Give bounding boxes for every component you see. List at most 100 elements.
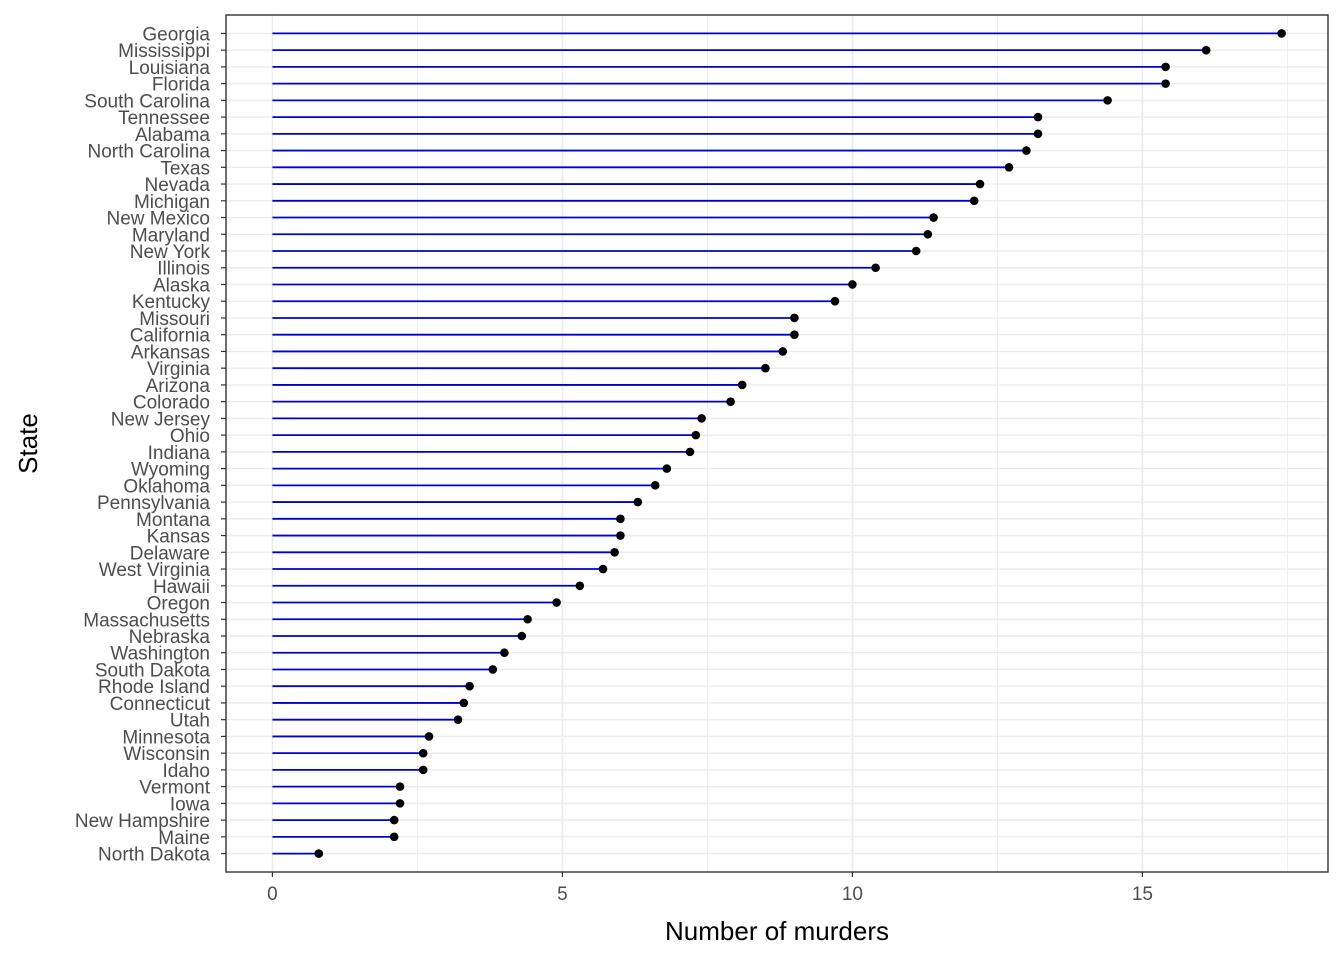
data-point <box>969 196 979 206</box>
y-tick-label: Missouri <box>139 309 210 330</box>
data-point <box>1004 163 1014 172</box>
y-tick-label: Utah <box>170 711 210 732</box>
data-point <box>633 497 643 507</box>
y-tick-label: Tennessee <box>118 108 210 129</box>
y-tick-label: Nevada <box>145 175 211 196</box>
data-point <box>418 748 428 758</box>
y-tick-label: Oregon <box>147 594 210 615</box>
data-point <box>552 598 561 607</box>
data-point <box>1161 79 1170 88</box>
y-tick-label: Minnesota <box>122 727 210 748</box>
grid-lines <box>226 15 1328 872</box>
y-tick-label: Iowa <box>170 794 211 815</box>
panel-border <box>225 14 1329 873</box>
y-tick-label: Idaho <box>162 761 210 782</box>
data-point <box>500 648 509 658</box>
data-point <box>1277 29 1286 38</box>
y-tick-label: Pennsylvania <box>97 493 210 514</box>
y-tick-label: Washington <box>110 644 210 665</box>
y-tick-label: New Mexico <box>107 209 210 230</box>
y-tick-label: Georgia <box>142 24 210 45</box>
y-tick-label: Texas <box>160 158 210 179</box>
y-tick-label: Nebraska <box>129 627 211 648</box>
y-tick-label: Massachusetts <box>83 610 210 631</box>
y-axis-title: State <box>13 413 43 474</box>
data-point <box>778 347 788 356</box>
data-point <box>616 531 625 540</box>
y-tick-label: North Dakota <box>98 845 210 866</box>
data-point <box>1022 146 1031 155</box>
data-point <box>975 179 985 189</box>
y-tick-label: Delaware <box>130 543 210 564</box>
data-point <box>848 280 857 289</box>
data-point <box>314 849 324 858</box>
x-axis-title: Number of murders <box>665 916 889 946</box>
data-point <box>459 698 469 708</box>
x-tick-label: 0 <box>267 884 278 905</box>
data-point <box>1161 62 1170 72</box>
y-tick-label: Rhode Island <box>98 677 210 698</box>
y-tick-label: Maryland <box>132 225 210 246</box>
y-tick-label: Maine <box>158 828 210 849</box>
y-tick-label: Ohio <box>170 426 210 447</box>
y-tick-label: Connecticut <box>110 694 211 715</box>
y-tick-label: Michigan <box>134 192 210 213</box>
y-tick-label: Mississippi <box>118 41 210 62</box>
data-point <box>1201 45 1211 55</box>
data-point <box>1103 96 1112 105</box>
y-tick-label: Kansas <box>147 527 210 548</box>
data-point <box>395 799 405 808</box>
y-tick-label: North Carolina <box>88 142 211 163</box>
y-tick-label: Arizona <box>146 376 211 397</box>
data-point <box>523 614 532 624</box>
x-tick-label: 10 <box>842 884 863 905</box>
data-point <box>911 246 921 256</box>
data-point <box>418 765 428 775</box>
data-point <box>923 229 933 239</box>
data-point <box>389 815 399 825</box>
data-point <box>389 832 399 842</box>
y-tick-label: Colorado <box>133 393 210 414</box>
data-point <box>726 397 735 406</box>
data-point <box>424 732 434 741</box>
y-tick-label: Louisiana <box>129 58 211 79</box>
y-tick-label: Florida <box>152 75 211 96</box>
data-point <box>1033 129 1043 139</box>
data-point <box>871 263 880 273</box>
x-tick-label: 15 <box>1132 884 1153 905</box>
data-point <box>1033 112 1043 122</box>
y-tick-label: South Dakota <box>95 660 211 681</box>
data-point <box>465 681 474 691</box>
data-point <box>685 447 695 457</box>
data-point <box>598 564 608 574</box>
x-tick-label: 5 <box>557 884 568 905</box>
x-axis: 0 5 10 15 <box>267 872 1153 905</box>
y-tick-label: Oklahoma <box>123 476 210 497</box>
data-point <box>737 380 747 390</box>
data-point <box>616 514 625 524</box>
y-tick-label: New York <box>130 242 211 263</box>
y-tick-label: Alaska <box>153 275 210 296</box>
y-tick-label: Vermont <box>139 778 210 799</box>
y-tick-label: Montana <box>136 510 210 531</box>
data-point <box>575 581 585 591</box>
data-point <box>395 782 405 791</box>
data-point <box>453 715 463 724</box>
y-tick-label: Virginia <box>147 359 210 380</box>
data-point <box>691 430 701 440</box>
y-tick-label: Illinois <box>157 259 210 280</box>
y-tick-label: Wyoming <box>131 460 210 481</box>
data-point <box>830 296 840 306</box>
y-tick-label: Alabama <box>135 125 210 146</box>
data-point <box>697 414 706 423</box>
y-tick-label: Indiana <box>148 443 211 464</box>
points <box>314 29 1286 858</box>
data-point <box>662 464 672 473</box>
data-point <box>790 313 799 323</box>
stems <box>272 32 1282 855</box>
data-point <box>610 547 619 557</box>
y-tick-label: California <box>130 326 211 347</box>
y-tick-label: New Hampshire <box>75 811 210 832</box>
y-tick-label: Wisconsin <box>123 744 210 765</box>
